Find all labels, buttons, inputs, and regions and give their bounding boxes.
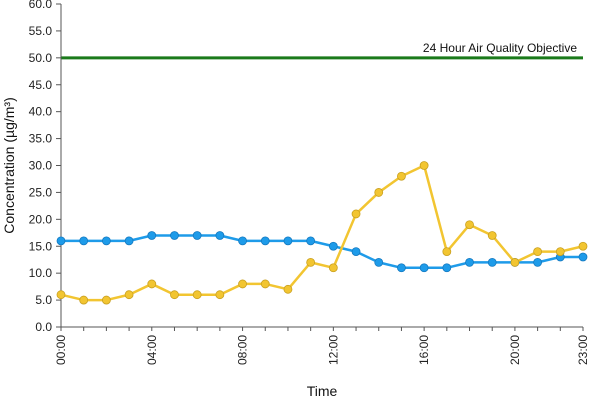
data-point (442, 263, 452, 273)
y-tick-label: 50.0 (29, 51, 53, 65)
data-point (555, 247, 565, 257)
y-tick-label: 30.0 (29, 159, 53, 173)
data-point (397, 171, 406, 181)
x-tick-label: 23:00 (576, 335, 590, 365)
x-tick-label: 16:00 (417, 335, 431, 365)
y-ticks: 0.0 5.0 10.0 15.0 20.0 25.0 30.0 35.0 40.0 45.0 50… (29, 0, 61, 334)
y-tick-label: 60.0 (29, 0, 53, 11)
data-point (465, 257, 474, 267)
data-point (283, 236, 293, 246)
data-point (419, 161, 429, 170)
data-point (510, 257, 520, 267)
x-tick-label: 08:00 (236, 335, 250, 365)
y-tick-label: 55.0 (29, 24, 53, 38)
x-tick-label: 04:00 (145, 335, 159, 365)
x-tick-label: 00:00 (54, 335, 68, 365)
x-tick-label: 20:00 (508, 335, 522, 365)
data-point (397, 263, 406, 273)
data-point (328, 263, 338, 273)
data-point (215, 290, 225, 300)
y-tick-label: 5.0 (35, 293, 52, 307)
x-ticks: 00:00 04:00 08:00 12:00 16:00 20:00 23:00 (54, 327, 590, 365)
data-point (306, 236, 316, 246)
data-point (124, 290, 134, 300)
data-point (192, 231, 202, 240)
x-tick-label: 12:00 (326, 335, 340, 365)
air-quality-objective: 24 Hour Air Quality Objective (61, 41, 583, 60)
data-point (351, 209, 361, 219)
y-tick-label: 35.0 (29, 132, 53, 146)
y-tick-label: 10.0 (29, 266, 53, 280)
data-point (578, 241, 588, 251)
y-tick-label: 25.0 (29, 185, 53, 199)
data-point (56, 290, 66, 300)
data-point (147, 231, 157, 240)
objective-label: 24 Hour Air Quality Objective (423, 41, 577, 55)
x-axis-title: Time (307, 383, 338, 399)
data-point (238, 279, 247, 289)
y-tick-label: 45.0 (29, 78, 53, 92)
data-point (487, 231, 497, 240)
data-point (124, 236, 134, 246)
data-point (487, 257, 497, 267)
data-point (351, 247, 361, 257)
data-point (306, 257, 316, 267)
data-point (79, 295, 89, 305)
data-point (101, 236, 111, 246)
data-point (147, 279, 157, 289)
y-tick-label: 40.0 (29, 105, 53, 119)
data-point (215, 231, 225, 240)
y-axis-title: Concentration (µg/m³) (1, 97, 17, 233)
y-tick-label: 0.0 (35, 320, 52, 334)
data-point (260, 236, 270, 246)
data-point (79, 236, 89, 246)
data-point (283, 284, 293, 294)
data-point (465, 220, 474, 230)
series-line (60, 164, 584, 302)
data-point (101, 295, 111, 305)
data-point (238, 236, 247, 246)
data-point (374, 257, 384, 267)
data-point (170, 290, 179, 300)
y-tick-label: 15.0 (29, 239, 53, 253)
data-point (533, 257, 543, 267)
series-2 (56, 161, 588, 305)
series (56, 161, 588, 305)
data-point (374, 188, 384, 197)
data-point (328, 241, 338, 251)
data-point (170, 231, 179, 240)
data-point (56, 236, 66, 246)
data-point (419, 263, 429, 273)
data-point (578, 252, 588, 262)
data-point (192, 290, 202, 300)
y-tick-label: 20.0 (29, 212, 53, 226)
data-point (533, 247, 543, 257)
data-point (260, 279, 270, 289)
data-point (442, 247, 452, 257)
